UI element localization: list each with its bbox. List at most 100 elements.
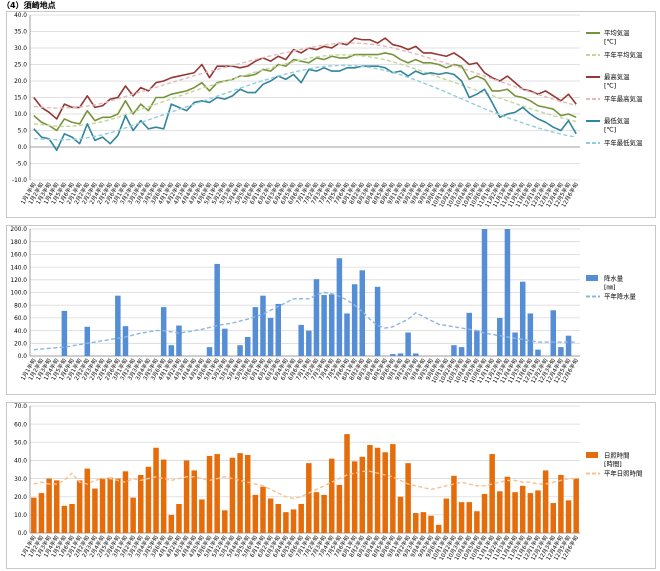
- bar: [153, 447, 159, 533]
- bar: [275, 303, 282, 356]
- bar: [275, 503, 282, 533]
- legend-swatch: [586, 452, 598, 458]
- bar: [374, 286, 381, 356]
- bar: [260, 486, 266, 533]
- bar: [31, 497, 37, 533]
- bar: [565, 335, 572, 356]
- legend-item: 平年日照時間: [586, 469, 642, 478]
- bar: [229, 457, 236, 533]
- bar: [313, 492, 320, 533]
- bar: [489, 454, 495, 533]
- y-tick-label: 15.0: [14, 96, 27, 102]
- bar: [168, 514, 175, 533]
- y-tick-label: 5.0: [18, 129, 28, 135]
- bar: [344, 313, 350, 356]
- y-tick-label: 200.0: [10, 227, 27, 233]
- y-tick-label: 35.0: [14, 30, 27, 36]
- legend-label: 平年最低気温: [604, 138, 643, 147]
- precipitation-chart: 0.0 20.0 40.0 60.0 80.0 100.0 120.0 140.0 160.0 1…: [6, 225, 656, 395]
- bar: [535, 490, 541, 533]
- page-title: （4）須崎地点: [2, 1, 56, 10]
- bar: [336, 484, 343, 533]
- legend: 降水量[㎜]平年降水量: [586, 274, 637, 301]
- bar: [38, 493, 45, 533]
- y-axis: -10.0 -5.0 0.0 5.0 10.0 15.0 20.0 25.0 30.0 35.0 4…: [12, 13, 27, 184]
- bar: [321, 295, 327, 356]
- y-tick-label: 10.0: [14, 513, 27, 519]
- bar: [260, 295, 266, 356]
- bar: [558, 347, 564, 356]
- bar: [328, 458, 335, 533]
- y-tick-label: 40.0: [14, 329, 27, 335]
- bar: [519, 281, 526, 356]
- bar: [481, 493, 488, 533]
- series-1: [33, 52, 577, 132]
- bar: [390, 354, 396, 356]
- bar: [504, 229, 511, 356]
- bar: [115, 295, 121, 356]
- bar: [214, 263, 220, 356]
- bar: [69, 503, 75, 533]
- bar: [244, 454, 251, 533]
- y-tick-label: 0.0: [18, 145, 28, 151]
- y-tick-label: 60.0: [14, 422, 27, 428]
- temperature-chart: -10.0 -5.0 0.0 5.0 10.0 15.0 20.0 25.0 30.0 35.0 4…: [6, 11, 656, 218]
- bar: [359, 270, 366, 356]
- bar: [214, 454, 220, 533]
- bar: [76, 480, 83, 533]
- bar: [328, 294, 335, 356]
- legend-label: 降水量: [604, 274, 624, 283]
- bar: [474, 330, 480, 356]
- legend-label: 最高気温: [604, 72, 630, 81]
- x-axis: 1月1半旬1月2半旬1月3半旬1月4半旬1月5半旬1月6半旬2月1半旬2月2半旬…: [19, 534, 580, 562]
- bar: [351, 461, 358, 533]
- legend-unit: [時間]: [604, 460, 622, 468]
- series-line: [33, 65, 577, 152]
- bar: [359, 456, 366, 533]
- bar: [145, 466, 152, 533]
- y-tick-label: 160.0: [10, 253, 27, 259]
- legend-item: 平年最低気温: [586, 138, 643, 147]
- y-tick-label: -5.0: [16, 162, 28, 168]
- bar: [504, 476, 511, 533]
- bar: [183, 460, 190, 533]
- bar: [206, 347, 213, 356]
- bar: [405, 463, 411, 533]
- bar: [390, 444, 396, 533]
- gridlines: [30, 405, 580, 534]
- bar: [92, 488, 98, 533]
- legend-item: 平年平均気温: [586, 50, 643, 59]
- bar: [458, 502, 465, 533]
- legend-item: 日照時間[時間]: [586, 452, 630, 468]
- legend-label: 平年降水量: [604, 292, 637, 301]
- y-tick-label: 0.0: [18, 531, 28, 537]
- y-tick-label: 40.0: [14, 13, 27, 19]
- y-tick-label: 100.0: [10, 291, 27, 297]
- y-tick-label: 20.0: [14, 495, 27, 501]
- bar: [267, 498, 274, 533]
- bar: [252, 307, 259, 356]
- series-line: [33, 42, 577, 109]
- series-line: [33, 52, 577, 132]
- bar: [443, 498, 450, 533]
- bar: [160, 307, 167, 356]
- bar: [481, 229, 488, 356]
- series-6: [33, 64, 577, 141]
- bar: [176, 325, 182, 356]
- bar: [222, 510, 228, 533]
- bar: [298, 324, 304, 356]
- bar: [512, 492, 518, 533]
- bar: [497, 317, 503, 356]
- legend: 日照時間[時間]平年日照時間: [586, 452, 642, 478]
- bar: [466, 502, 472, 533]
- bar: [53, 480, 60, 533]
- y-tick-label: 140.0: [10, 265, 27, 271]
- bar: [199, 499, 205, 533]
- bar: [244, 336, 251, 356]
- y-tick-label: 0.0: [18, 354, 28, 360]
- series-2: [33, 470, 577, 500]
- bar: [527, 313, 534, 356]
- bar: [397, 496, 404, 533]
- y-axis: 0.0 10.0 20.0 30.0 40.0 50.0 60.0 70.0: [14, 404, 27, 537]
